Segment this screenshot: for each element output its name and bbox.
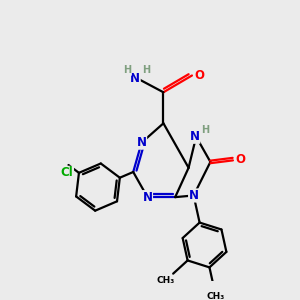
Text: H: H (123, 65, 131, 75)
Text: N: N (189, 189, 199, 202)
Text: N: N (130, 71, 140, 85)
Text: CH₃: CH₃ (156, 276, 174, 285)
Text: N: N (190, 130, 200, 143)
Text: CH₃: CH₃ (207, 292, 225, 300)
Text: N: N (136, 136, 147, 149)
Text: H: H (201, 125, 209, 135)
Text: O: O (236, 153, 246, 166)
Text: Cl: Cl (61, 166, 74, 179)
Text: O: O (195, 69, 205, 82)
Text: N: N (142, 191, 152, 204)
Text: H: H (142, 65, 150, 75)
